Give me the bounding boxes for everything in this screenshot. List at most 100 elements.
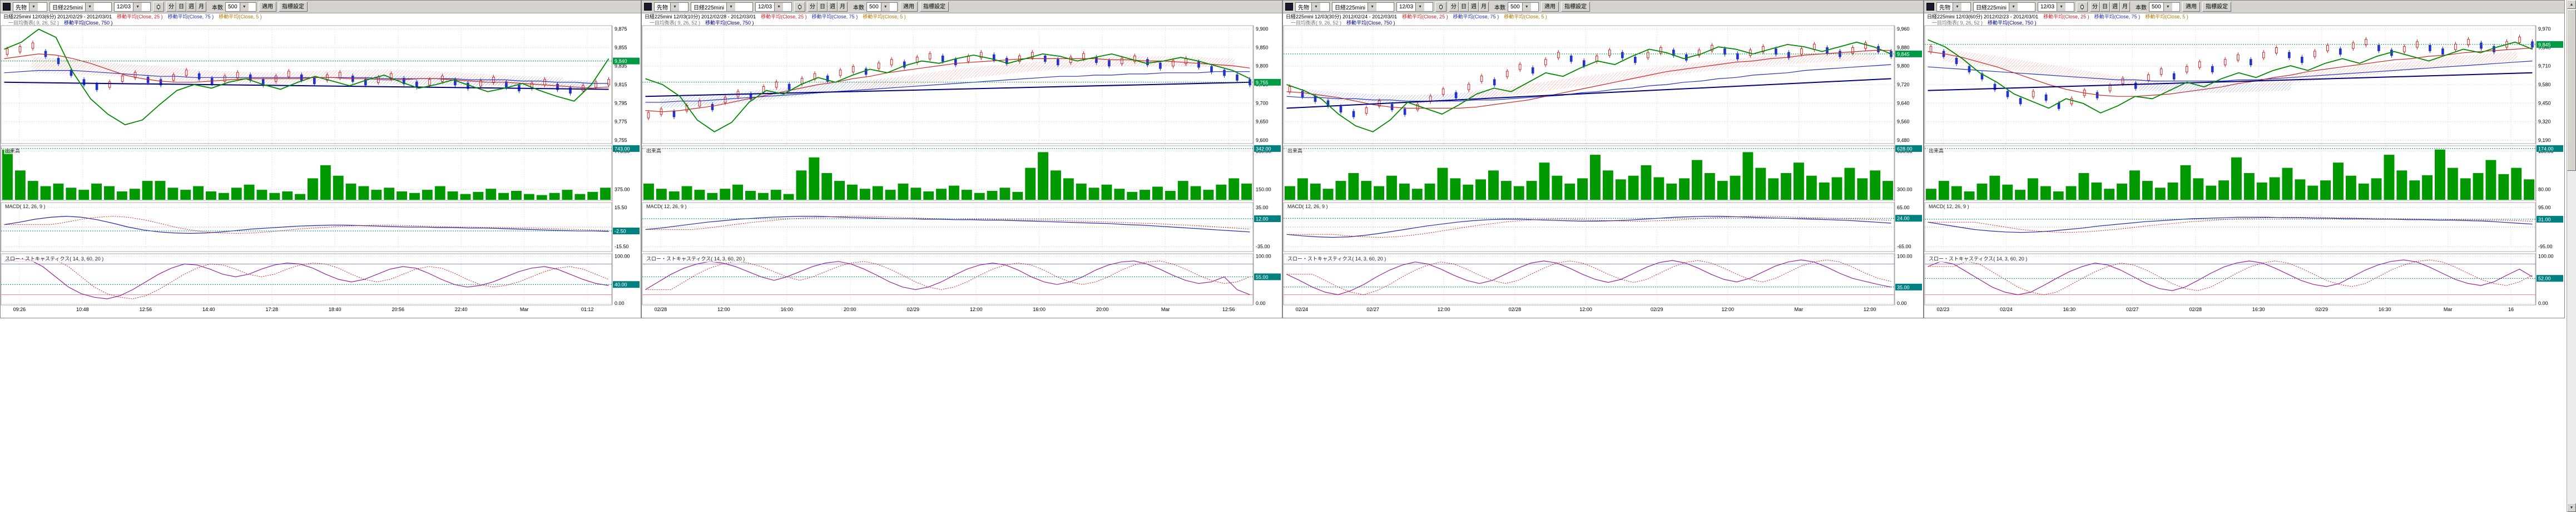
bars-count-select[interactable]: 500 ▼ [1508,2,1539,12]
candle-body [1288,86,1291,92]
volume-bar [1437,168,1448,200]
current-value-tag [613,57,640,65]
volume-bar [1704,173,1715,200]
apply-button[interactable]: 適用 [900,2,918,12]
candlestick-chart-button[interactable] [1435,2,1446,12]
period-button-2[interactable]: 週 [1469,2,1479,12]
category-select[interactable]: 先物 ▼ [1936,2,1971,12]
volume-bar [1938,181,1949,200]
x-axis-label: 12:00 [717,307,730,312]
indicator-settings-button[interactable]: 指標設定 [1561,2,1590,12]
axis-label: -35.00 [1256,244,1270,249]
chart-canvas: 02/24 02/27 12:00 02/28 12:00 02/29 12:00 Mar 12… [1283,25,1922,312]
volume-bar [1989,175,2000,200]
period-button-0[interactable]: 分 [1449,2,1459,12]
volume-bar [536,195,547,200]
scroll-up-button[interactable]: ▲ [2567,0,2576,9]
symbol-select[interactable]: 日経225mini ▼ [1973,2,2035,12]
category-select[interactable]: 先物 ▼ [654,2,688,12]
period-button-1[interactable]: 日 [818,2,828,12]
chevron-down-icon: ▼ [2057,2,2066,11]
current-value-text: 743.00 [615,146,630,151]
apply-button[interactable]: 適用 [1541,2,1559,12]
candlestick-chart-button[interactable] [2077,2,2088,12]
candle-body [903,61,906,68]
candle-body [543,79,546,86]
chart-area: 02/24 02/27 12:00 02/28 12:00 02/29 12:00 Mar 12… [1283,13,1923,318]
scrollbar-thumb[interactable] [2567,9,2576,171]
candlestick-chart-button[interactable] [153,2,164,12]
candle-body [2159,68,2163,75]
period-button-0[interactable]: 分 [2090,2,2100,12]
candle-body [1775,48,1777,55]
period-button-0[interactable]: 分 [808,2,818,12]
category-select[interactable]: 先物 ▼ [1295,2,1330,12]
period-button-3[interactable]: 月 [838,2,848,12]
contract-select[interactable]: 12/03 ▼ [2038,2,2074,12]
candle-body [82,79,86,86]
period-button-2[interactable]: 週 [2110,2,2120,12]
candle-body [2262,52,2265,58]
window-icon [1285,3,1293,11]
period-button-1[interactable]: 日 [2100,2,2110,12]
period-button-3[interactable]: 月 [1479,2,1489,12]
volume-bar [486,189,497,200]
candle-body [2365,39,2367,46]
volume-bar [1203,190,1214,200]
category-select[interactable]: 先物 ▼ [13,2,47,12]
volume-bar [2167,182,2178,200]
scroll-down-button[interactable]: ▼ [2567,503,2576,512]
current-value-tag [1254,145,1281,152]
volume-bar [1038,152,1048,200]
indicator-settings-button[interactable]: 指標設定 [920,2,949,12]
volume-bar [1424,183,1435,200]
indicator-settings-button[interactable]: 指標設定 [279,2,308,12]
period-button-1[interactable]: 日 [1459,2,1469,12]
axis-label: 9,580 [2538,82,2551,87]
apply-button[interactable]: 適用 [259,2,276,12]
x-axis-label: 20:00 [844,307,856,312]
volume-bar [523,194,534,200]
apply-button[interactable]: 適用 [2182,2,2200,12]
volume-bar [1241,183,1252,200]
symbol-select[interactable]: 日経225mini ▼ [1332,2,1394,12]
chart-toolbar: 先物 ▼ 日経225mini ▼ 12/03 ▼ 分日週月 本数 500 ▼ 適用 指標… [1,1,641,13]
bars-count-select[interactable]: 500 ▼ [866,2,898,12]
contract-value: 12/03 [758,3,772,10]
volume-bar [987,191,998,200]
period-button-0[interactable]: 分 [166,2,176,12]
volume-bar [2396,170,2407,200]
page-scrollbar[interactable]: ▲ ▼ [2567,0,2576,512]
chart-title: 日経225mini 12/03(30分) 2012/02/24 - 2012/0… [1286,14,1398,19]
indicator-settings-button[interactable]: 指標設定 [2202,2,2231,12]
period-button-2[interactable]: 週 [828,2,838,12]
period-button-3[interactable]: 月 [2120,2,2130,12]
volume-bar [1127,191,1138,200]
x-axis-label: 17:28 [266,307,279,312]
contract-select[interactable]: 12/03 ▼ [1396,2,1433,12]
volume-bar [1488,170,1499,200]
period-button-2[interactable]: 週 [186,2,196,12]
ma750-line [645,81,1250,97]
contract-select[interactable]: 12/03 ▼ [755,2,792,12]
candle-body [1480,75,1483,82]
x-axis-label: 02/27 [1366,307,1379,312]
symbol-select[interactable]: 日経225mini ▼ [691,2,753,12]
contract-select[interactable]: 12/03 ▼ [114,2,151,12]
axis-label: 9,900 [1256,26,1269,32]
volume-bar [1386,175,1397,200]
volume-bar [1190,186,1201,200]
candlestick-chart-button[interactable] [794,2,805,12]
volume-bar [473,191,484,200]
symbol-select[interactable]: 日経225mini ▼ [49,2,112,12]
volume-bar [1285,186,1295,200]
candle-body [877,62,880,69]
candle-body [2006,91,2009,97]
x-axis-label: 02/29 [907,307,920,312]
bars-count-select[interactable]: 500 ▼ [2149,2,2180,12]
candle-body [2198,61,2201,68]
bars-count-select[interactable]: 500 ▼ [225,2,256,12]
period-button-1[interactable]: 日 [176,2,186,12]
candle-body [1416,104,1419,110]
period-button-3[interactable]: 月 [196,2,206,12]
